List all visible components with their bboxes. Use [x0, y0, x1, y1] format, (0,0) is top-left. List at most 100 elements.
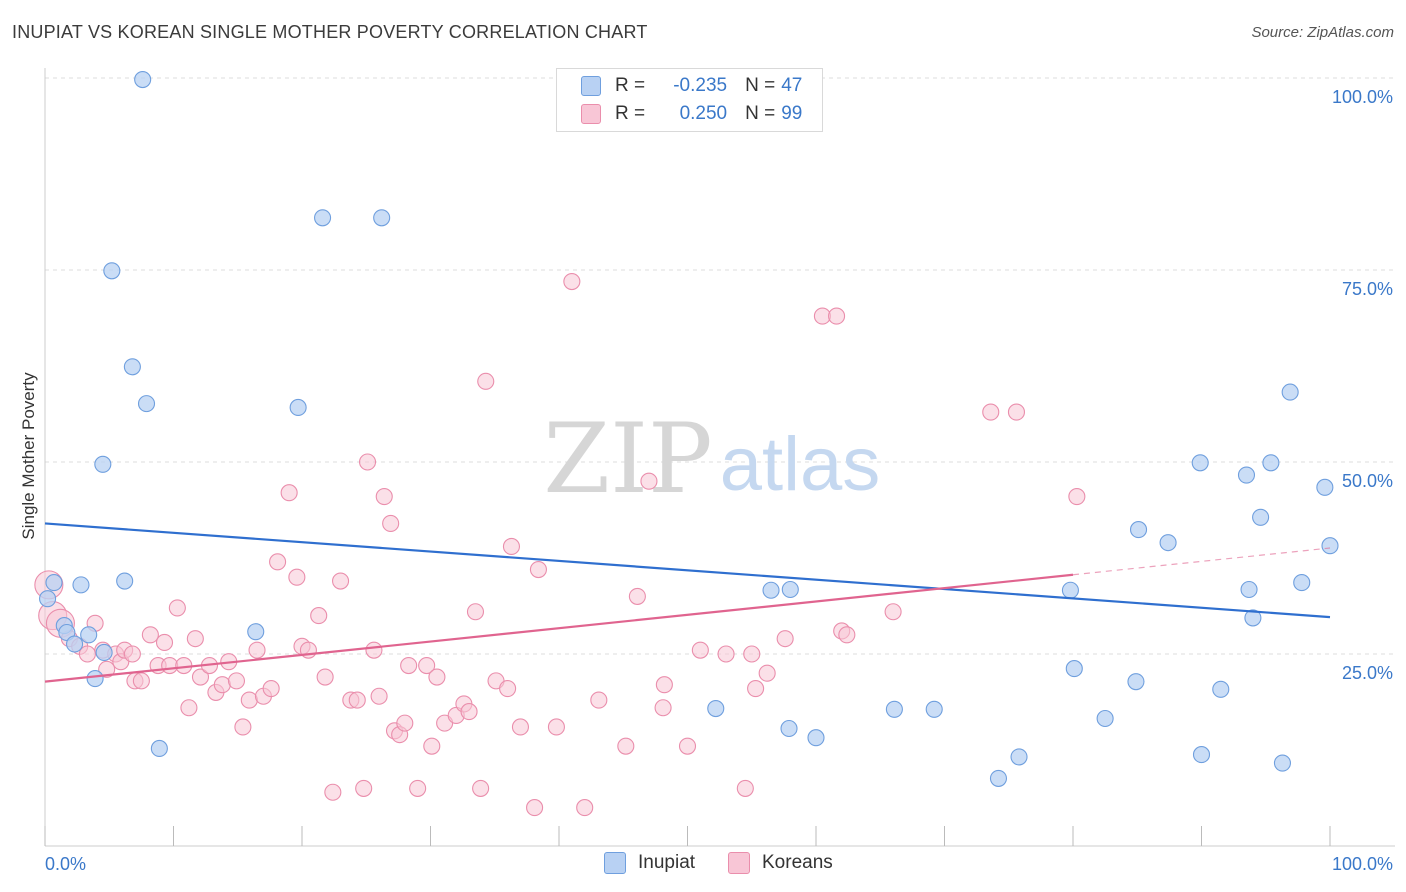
bottom-legend-label-inupiat: Inupiat	[638, 852, 696, 873]
inupiat-point	[1096, 709, 1114, 728]
inupiat-point	[314, 209, 332, 227]
korean-point	[324, 783, 342, 801]
axes	[44, 68, 1395, 847]
x-tick-label-max: 100.0%	[1332, 854, 1393, 874]
y-tick-label: 75.0%	[1342, 279, 1393, 299]
korean-point	[736, 779, 754, 797]
inupiat-point	[1061, 581, 1079, 599]
korean-point	[155, 633, 174, 652]
korean-point	[191, 668, 210, 686]
korean-point	[982, 403, 1000, 421]
korean-point	[472, 779, 490, 797]
korean-point	[743, 645, 761, 663]
bottom-legend-koreans: Koreans	[728, 852, 833, 874]
inupiat-point	[1321, 537, 1339, 555]
legend-swatch-koreans	[581, 104, 601, 124]
korean-point	[529, 560, 547, 579]
inupiat-point	[1293, 574, 1311, 592]
korean-point	[477, 372, 495, 390]
inupiat-point	[1159, 534, 1177, 552]
inupiat-point	[762, 581, 780, 599]
inupiat-point	[781, 580, 799, 599]
korean-point	[547, 718, 565, 736]
korean-point	[1068, 488, 1086, 506]
korean-point	[428, 668, 446, 686]
inupiat-point	[1252, 508, 1270, 526]
inupiat-point	[66, 635, 84, 653]
inupiat-point	[86, 670, 104, 688]
y-tick-label: 25.0%	[1342, 663, 1393, 683]
korean-point	[576, 799, 594, 817]
korean-point	[365, 641, 383, 659]
korean-point	[423, 737, 441, 755]
korean-point	[123, 645, 141, 663]
inupiat-point	[1244, 609, 1262, 627]
legend-n-value: 99	[781, 103, 803, 124]
legend-row-inupiat: R = -0.235 N = 47	[581, 73, 802, 99]
korean-point	[132, 672, 150, 690]
legend-r-label: R =	[615, 75, 646, 96]
legend-row-koreans: R = 0.250 N = 99	[581, 101, 802, 127]
korean-point	[409, 779, 427, 797]
inupiat-point	[1281, 383, 1299, 401]
korean-trend-line	[44, 573, 1074, 683]
korean-point	[678, 737, 697, 755]
korean-point	[563, 272, 581, 291]
korean-point	[180, 699, 198, 717]
korean-point	[590, 691, 608, 709]
korean-point	[418, 656, 436, 675]
korean-point	[98, 660, 116, 678]
korean-point	[884, 603, 902, 621]
chart-title: INUPIAT VS KOREAN SINGLE MOTHER POVERTY …	[12, 22, 648, 42]
gridlines	[45, 77, 1395, 655]
korean-point	[382, 514, 400, 532]
y-axis-title: Single Mother Poverty	[19, 372, 38, 540]
inupiat-point	[39, 590, 57, 608]
inupiat-point	[137, 395, 156, 413]
inupiat-trend-line	[44, 522, 1331, 619]
inupiat-point	[925, 700, 943, 718]
korean-point	[691, 641, 709, 659]
korean-point	[1007, 403, 1026, 421]
korean-point	[348, 691, 366, 709]
korean-point	[175, 656, 193, 675]
korean-point	[355, 779, 373, 797]
inupiat-point	[1212, 680, 1230, 698]
korean-point	[262, 680, 280, 698]
korean-point	[758, 664, 776, 682]
korean-point	[655, 676, 673, 694]
korean-points	[34, 272, 1086, 817]
korean-point	[331, 572, 350, 590]
inupiat-point	[780, 719, 798, 738]
inupiat-point	[1273, 754, 1292, 772]
inupiat-point	[103, 262, 121, 280]
korean-point	[168, 599, 186, 617]
inupiat-point	[123, 358, 141, 376]
korean-point	[628, 587, 646, 605]
x-tick-labels: 0.0% 100.0%	[45, 854, 1393, 874]
legend-n-value: 47	[781, 75, 803, 96]
inupiat-point	[247, 623, 265, 641]
y-tick-label: 100.0%	[1332, 87, 1393, 107]
inupiat-point	[1237, 466, 1256, 484]
korean-point	[526, 799, 544, 817]
korean-point	[375, 488, 393, 506]
inupiat-point	[1240, 580, 1258, 599]
x-tick-label-min: 0.0%	[45, 854, 86, 874]
watermark-zip: ZIP	[543, 403, 712, 515]
bottom-legend-swatch-inupiat	[604, 852, 626, 874]
inupiat-point	[1010, 748, 1028, 766]
korean-point	[248, 641, 266, 659]
korean-point	[466, 603, 485, 621]
y-tick-labels: 25.0% 50.0% 75.0% 100.0%	[1332, 87, 1393, 683]
korean-point	[358, 453, 377, 471]
bottom-legend: Inupiat Koreans	[0, 852, 1406, 878]
inupiat-point	[885, 700, 903, 718]
korean-trend-line-extension	[1072, 547, 1331, 576]
legend-n-label: N =	[745, 75, 776, 96]
korean-point	[776, 630, 794, 648]
inupiat-point	[94, 455, 112, 473]
legend-r-label: R =	[615, 103, 646, 124]
korean-point	[227, 672, 246, 690]
